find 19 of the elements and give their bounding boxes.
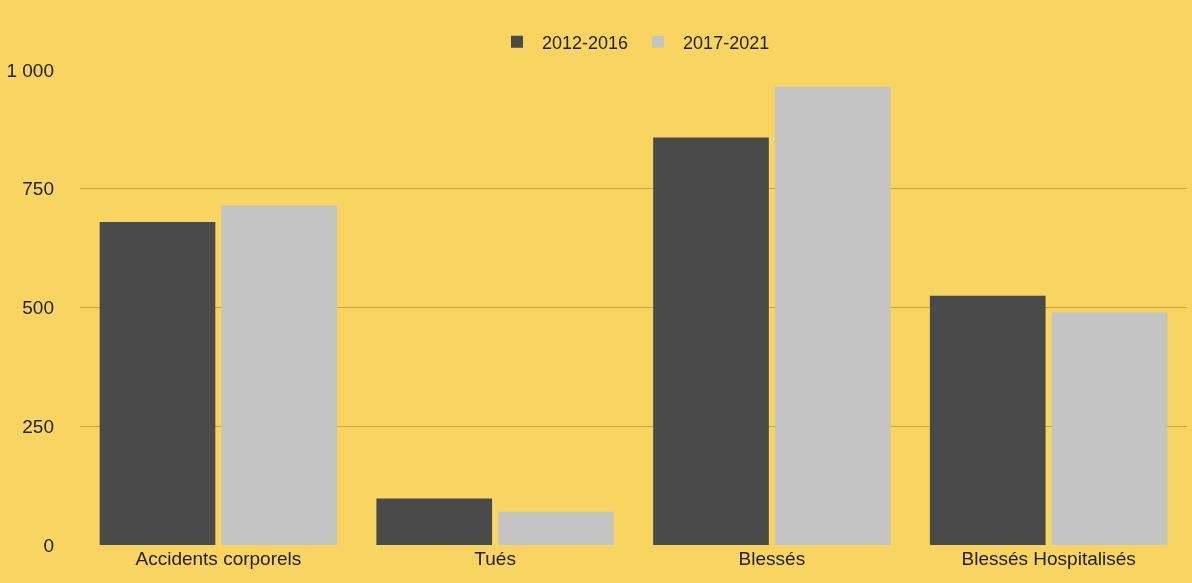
legend-label: 2017-2021 [683, 32, 770, 53]
x-tick-label: Blessés [738, 548, 806, 569]
y-tick-label: 1 000 [6, 59, 54, 81]
x-tick-label: Blessés Hospitalisés [961, 548, 1136, 569]
bar [653, 137, 769, 545]
bar [376, 498, 493, 545]
x-tick-label: Tués [474, 548, 516, 569]
bar [929, 295, 1046, 545]
legend-label: 2012-2016 [542, 32, 629, 53]
bar [1051, 312, 1168, 545]
bar [99, 222, 216, 545]
y-tick-label: 500 [22, 297, 54, 319]
y-tick-label: 750 [22, 178, 54, 200]
y-tick-label: 250 [22, 415, 54, 437]
y-tick-label: 0 [43, 534, 54, 556]
x-tick-label: Accidents corporels [135, 548, 302, 569]
bar [221, 205, 338, 545]
bar [774, 86, 891, 545]
bar [498, 511, 614, 545]
